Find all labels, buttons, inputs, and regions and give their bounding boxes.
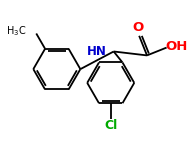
Text: OH: OH <box>165 40 188 53</box>
Text: HN: HN <box>87 45 107 58</box>
Text: O: O <box>132 21 144 34</box>
Text: Cl: Cl <box>104 119 117 132</box>
Text: H$_3$C: H$_3$C <box>6 25 26 38</box>
